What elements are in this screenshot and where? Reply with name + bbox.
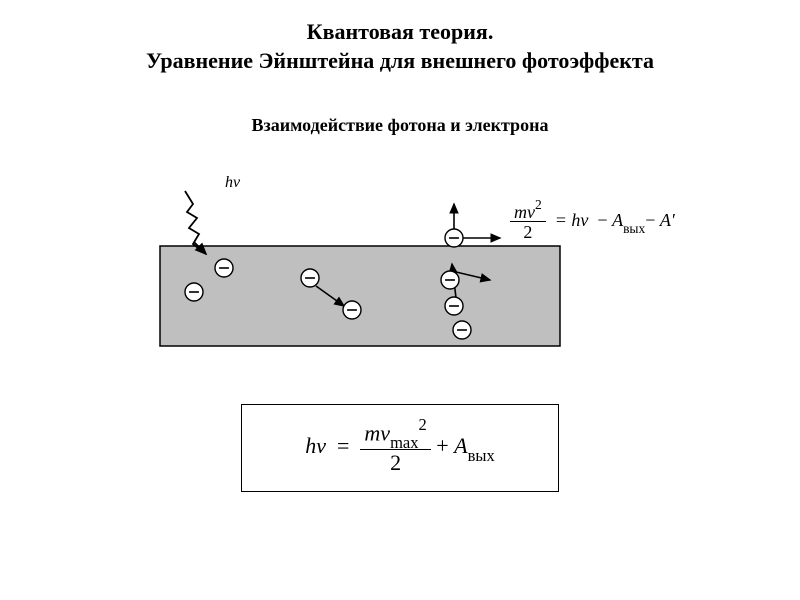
eq-ke-denominator: 2 xyxy=(360,450,430,476)
kinetic-energy-fraction: mv2 2 xyxy=(510,200,546,244)
photon-energy-label: hν xyxy=(225,174,240,192)
minus-1: − xyxy=(597,210,607,230)
work-function-sub: вых xyxy=(623,221,645,236)
eq-plus: + xyxy=(436,433,448,458)
eq-num-mv: mv xyxy=(364,421,390,446)
energy-eq-rhs: = hν − Aвых− A′ xyxy=(550,210,675,230)
ke-denominator: 2 xyxy=(510,222,546,244)
photon-energy-text: hν xyxy=(225,174,240,191)
eq-lhs-hnu: hν xyxy=(305,433,326,458)
ke-num-sup: 2 xyxy=(535,197,542,212)
eq-work-sub: вых xyxy=(468,446,495,465)
einstein-equation-box: hν = mvmax2 2 + Aвых xyxy=(241,404,559,492)
photon-energy-term: hν xyxy=(571,210,588,230)
diagram-caption: Взаимодействие фотона и электрона xyxy=(0,115,800,136)
page-title: Квантовая теория. Уравнение Эйнштейна дл… xyxy=(0,0,800,75)
einstein-equation: hν = mvmax2 2 + Aвых xyxy=(305,433,495,458)
title-line-1: Квантовая теория. xyxy=(307,19,494,44)
eq-equals: = xyxy=(337,433,349,458)
eq-ke-numerator: mvmax2 xyxy=(360,419,430,450)
diagram-svg xyxy=(0,146,800,376)
a-prime-term: A′ xyxy=(660,210,675,230)
title-line-2: Уравнение Эйнштейна для внешнего фотоэфф… xyxy=(146,48,654,73)
energy-balance-equation: mv2 2 = hν − Aвых− A′ xyxy=(510,200,675,244)
eq-work-A: A xyxy=(454,433,467,458)
diagram-caption-text: Взаимодействие фотона и электрона xyxy=(252,115,549,135)
minus-2: − xyxy=(645,210,655,230)
work-function-A: A xyxy=(612,210,623,230)
eq-ke-fraction: mvmax2 2 xyxy=(360,419,430,477)
ke-num-mv: mv xyxy=(514,202,535,222)
eq-num-sub-max: max xyxy=(390,433,418,452)
photoeffect-diagram: hν mv2 2 = hν − Aвых− A′ xyxy=(0,146,800,376)
eq-num-sup-2: 2 xyxy=(419,415,427,434)
ke-numerator: mv2 xyxy=(510,200,546,222)
